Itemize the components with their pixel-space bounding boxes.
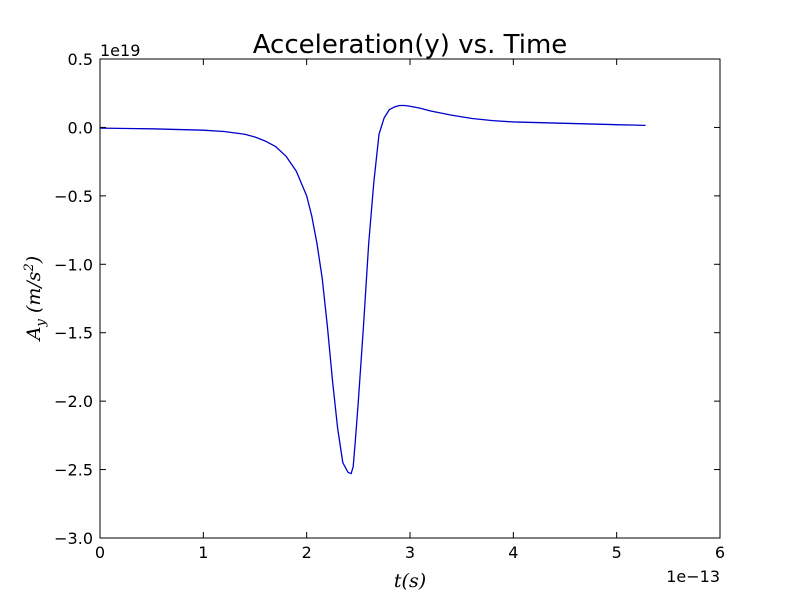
x-tick-label: 3 (405, 543, 415, 562)
y-offset-label: 1e19 (100, 41, 140, 60)
x-tick-label: 2 (302, 543, 312, 562)
chart-title: Acceleration(y) vs. Time (253, 30, 568, 60)
y-axis: 0.5 0.0 −0.5 −1.0 −1.5 −2.0 −2.5 −3.0 (54, 50, 720, 548)
x-tick-label: 5 (612, 543, 622, 562)
y-tick-label: 0.0 (68, 118, 93, 137)
y-tick-label: −1.0 (54, 255, 93, 274)
plot-area (99, 58, 721, 539)
y-axis-label-close: ) (23, 256, 45, 264)
x-offset-label: 1e−13 (666, 567, 720, 586)
x-axis-label: t(s) (394, 570, 426, 592)
x-tick-label: 0 (95, 543, 105, 562)
y-tick-label: 0.5 (68, 50, 93, 69)
x-tick-label: 6 (715, 543, 725, 562)
y-axis-label-base: A (23, 326, 45, 342)
plot-frame (99, 58, 721, 539)
y-axis-label: Ay (m/s2) (22, 256, 49, 342)
y-tick-label: −1.5 (54, 324, 93, 343)
x-tick-label: 4 (508, 543, 518, 562)
y-tick-label: −2.5 (54, 461, 93, 480)
y-tick-label: −3.0 (54, 529, 93, 548)
y-axis-label-sub: y (34, 318, 49, 327)
x-axis: 0 1 2 3 4 5 6 (95, 59, 725, 562)
y-tick-label: −0.5 (54, 187, 93, 206)
series-line-0 (99, 104, 646, 475)
y-tick-label: −2.0 (54, 392, 93, 411)
y-axis-label-unit: (m/s (23, 271, 45, 313)
x-tick-label: 1 (198, 543, 208, 562)
y-axis-label-sup: 2 (22, 263, 37, 272)
